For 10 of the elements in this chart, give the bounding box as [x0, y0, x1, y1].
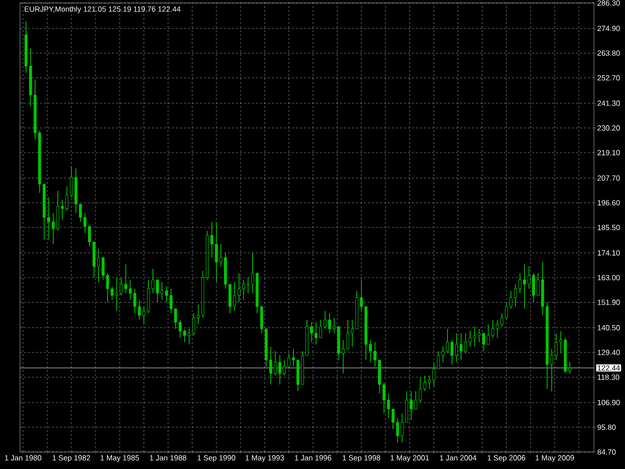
candlestick [514, 284, 517, 307]
candlestick [106, 272, 110, 302]
candlestick [473, 326, 476, 348]
candlestick [314, 322, 318, 345]
candlestick [396, 418, 400, 443]
candlestick [324, 310, 327, 330]
candlestick [468, 330, 472, 348]
candlestick [174, 308, 178, 330]
candlestick [242, 279, 246, 300]
candlestick [170, 288, 173, 314]
